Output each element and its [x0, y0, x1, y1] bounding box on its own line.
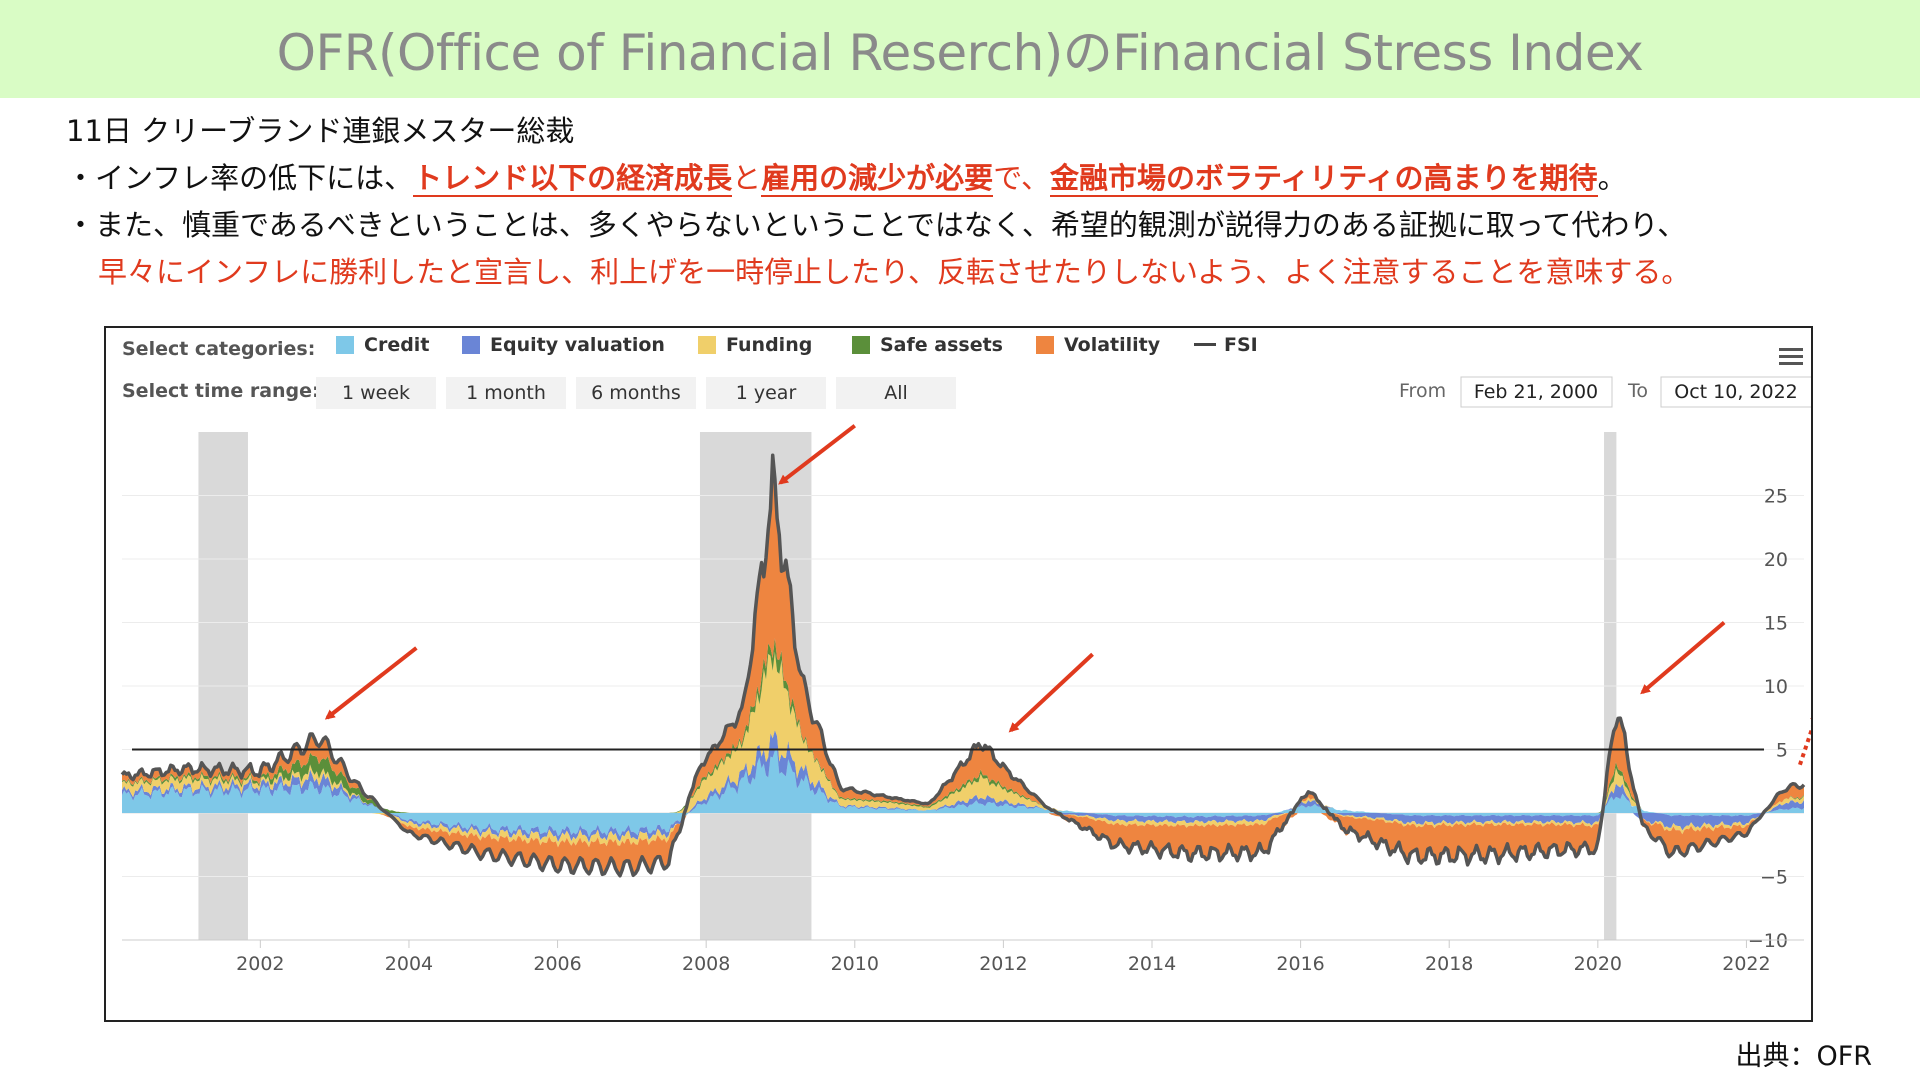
x-tick-label: 2002: [236, 953, 284, 975]
title-bar: OFR(Office of Financial Reserch)のFinanci…: [0, 0, 1920, 98]
legend-swatch-equity-valuation[interactable]: [462, 336, 480, 354]
notes-header: 11日 クリーブランド連銀メスター総裁: [66, 114, 575, 148]
annotation-arrow-4: [1640, 620, 1726, 695]
y-tick-label: 20: [1764, 549, 1788, 571]
bullet-1-de: で、: [993, 161, 1051, 195]
legend-swatch-funding[interactable]: [698, 336, 716, 354]
legend-label-volatility[interactable]: Volatility: [1064, 334, 1161, 356]
y-axis-ticks: 25 20 15 10 5 −5 −10: [1748, 486, 1788, 953]
bullet-2-line-2: 早々にインフレに勝利したと宣言し、利上げを一時停止したり、反転させたりしないよう…: [98, 255, 1691, 289]
legend-swatch-volatility[interactable]: [1036, 336, 1054, 354]
from-label: From: [1399, 380, 1446, 402]
highlight-job-loss: 雇用の減少が必要: [761, 161, 994, 197]
range-button-label-6-months: 6 months: [591, 382, 681, 404]
area-credit: [122, 750, 1804, 838]
stacked-areas: [122, 455, 1804, 876]
x-tick-label: 2008: [682, 953, 730, 975]
range-button-6-months[interactable]: [576, 377, 696, 409]
x-tick-label: 2012: [979, 953, 1027, 975]
x-tick-label: 2022: [1722, 953, 1770, 975]
annotation-arrow-1: [324, 646, 418, 720]
fsi-line: [120, 453, 1806, 878]
legend-label-fsi[interactable]: FSI: [1224, 334, 1258, 356]
legend: Credit Equity valuation Funding Safe assets…: [336, 334, 1258, 356]
range-button-1-week[interactable]: [316, 377, 436, 409]
page-title: OFR(Office of Financial Reserch)のFinanci…: [276, 24, 1644, 82]
x-tick-label: 2016: [1276, 953, 1324, 975]
x-axis-ticks: 2002 2004 2006 2008 2010 2012 2014 2016 2018 2020…: [122, 939, 1804, 975]
fsi-chart: Select categories: Credit Equity valuatio…: [104, 326, 1813, 1022]
notes-block: 11日 クリーブランド連銀メスター総裁 ・インフレ率の低下には、トレンド以下の経…: [66, 108, 1906, 296]
x-tick-label: 2010: [831, 953, 879, 975]
x-tick-label: 2006: [533, 953, 581, 975]
bullet-1: ・インフレ率の低下には、トレンド以下の経済成長と雇用の減少が必要で、金融市場のボ…: [66, 155, 1906, 202]
legend-swatch-fsi[interactable]: [1194, 343, 1216, 346]
highlight-volatility: 金融市場のボラティリティの高まりを期待: [1050, 161, 1598, 197]
categories-label: Select categories:: [122, 338, 315, 360]
legend-swatch-safe-assets[interactable]: [852, 336, 870, 354]
x-tick-label: 2020: [1574, 953, 1622, 975]
range-button-label-all: All: [884, 382, 908, 404]
to-date-value: Oct 10, 2022: [1674, 381, 1798, 403]
area-equity-valuation: [122, 730, 1804, 843]
x-tick-label: 2014: [1128, 953, 1176, 975]
range-button-label-1-week: 1 week: [342, 382, 410, 404]
from-date-input[interactable]: [1460, 376, 1613, 408]
to-label: To: [1627, 380, 1648, 402]
hamburger-menu-icon[interactable]: [1779, 348, 1803, 365]
legend-label-safe-assets[interactable]: Safe assets: [880, 334, 1003, 356]
annotation-arrow-3: [1008, 652, 1094, 733]
range-button-1-year[interactable]: [706, 377, 826, 409]
y-tick-label: −5: [1760, 867, 1788, 889]
legend-label-credit[interactable]: Credit: [364, 334, 429, 356]
y-tick-label: 25: [1764, 486, 1788, 508]
range-button-1-month[interactable]: [446, 377, 566, 409]
legend-label-funding[interactable]: Funding: [726, 334, 812, 356]
bullet-1-and: と: [732, 161, 762, 195]
legend-label-equity-valuation[interactable]: Equity valuation: [490, 334, 665, 356]
range-buttons: 1 week 1 month 6 months 1 year All: [316, 377, 956, 409]
range-button-label-1-year: 1 year: [736, 382, 797, 404]
bullet-1-pre: ・インフレ率の低下には、: [66, 161, 414, 195]
legend-swatch-credit[interactable]: [336, 336, 354, 354]
annotation-arrow-dotted: [1798, 711, 1811, 766]
x-tick-label: 2004: [385, 953, 433, 975]
x-tick-label: 2018: [1425, 953, 1473, 975]
fsi-chart-svg: Select categories: Credit Equity valuatio…: [120, 334, 1811, 975]
annotation-arrows: [324, 424, 1811, 766]
to-date-input[interactable]: [1660, 376, 1811, 408]
gridlines: [122, 495, 1804, 941]
annotation-arrow-2: [778, 424, 857, 485]
y-tick-label: −10: [1748, 930, 1788, 952]
from-date-value: Feb 21, 2000: [1474, 381, 1598, 403]
y-tick-label: 15: [1764, 613, 1788, 635]
range-label: Select time range:: [122, 380, 320, 402]
highlight-trend-growth: トレンド以下の経済成長: [413, 161, 733, 197]
source-note: 出典：OFR: [1735, 1041, 1872, 1072]
range-button-all[interactable]: [836, 377, 956, 409]
bullet-2-line-1: ・また、慎重であるべきということは、多くやらないということではなく、希望的観測が…: [66, 208, 1687, 242]
y-tick-label: 5: [1776, 740, 1788, 762]
y-tick-label: 10: [1764, 676, 1788, 698]
range-button-label-1-month: 1 month: [466, 382, 546, 404]
bullet-1-post: 。: [1597, 161, 1627, 195]
